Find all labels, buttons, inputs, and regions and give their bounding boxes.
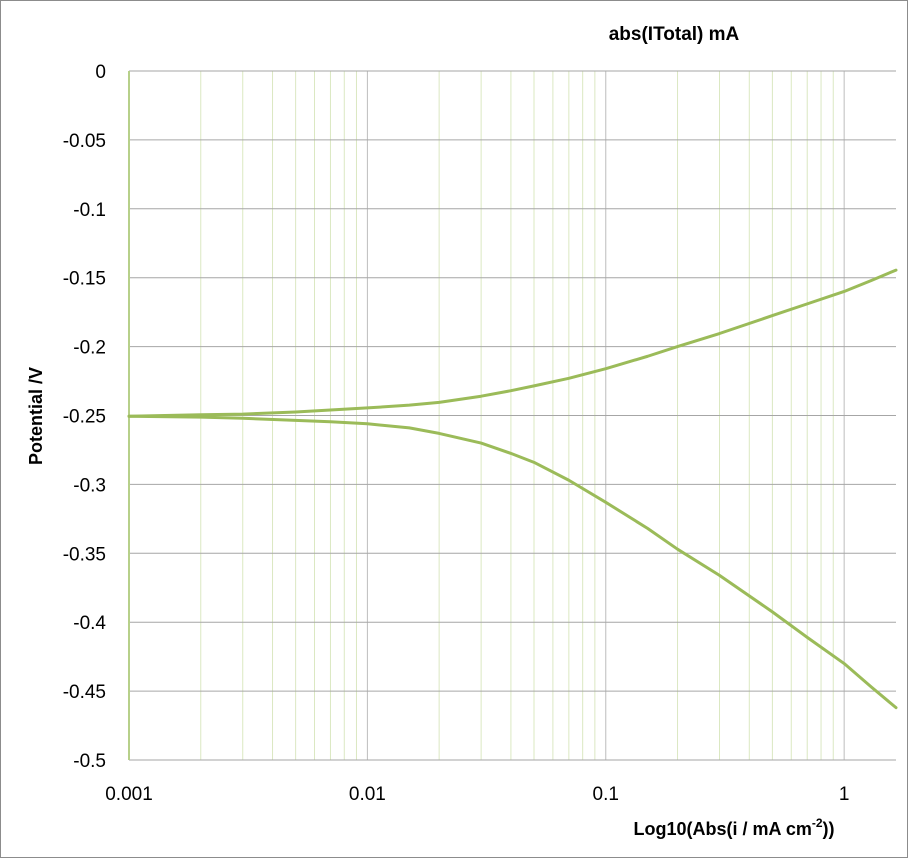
y-tick-label: -0.5: [73, 751, 106, 772]
x-tick-labels: 0.001 0.01 0.1 1: [105, 784, 849, 805]
y-tick-label: -0.1: [73, 200, 106, 221]
x-axis-title-superscript: -2: [812, 816, 823, 830]
series-layer: [127, 268, 898, 710]
chart-title: abs(ITotal) mA: [609, 24, 740, 45]
y-tick-label: -0.4: [73, 613, 106, 634]
y-tick-label: 0: [95, 62, 106, 83]
y-tick-label: -0.3: [73, 475, 106, 496]
x-tick-label: 0.1: [593, 784, 619, 805]
y-axis-title: Potential /V: [26, 367, 46, 465]
x-tick-label: 0.001: [105, 784, 153, 805]
x-axis-title-main: Log10(Abs(i / mA cm: [633, 819, 811, 839]
x-axis-title-tail: )): [823, 819, 835, 839]
y-tick-label: -0.15: [63, 269, 106, 290]
y-tick-labels: 0 -0.05 -0.1 -0.15 -0.2 -0.25 -0.3 -0.35 -0.4 -0.…: [63, 62, 107, 772]
x-tick-label: 0.01: [349, 784, 386, 805]
y-tick-label: -0.35: [63, 544, 106, 565]
series-line-2: [127, 414, 898, 710]
y-tick-label: -0.25: [63, 407, 106, 428]
y-tick-label: -0.45: [63, 682, 106, 703]
y-tick-label: -0.05: [63, 131, 106, 152]
series-line-1: [127, 268, 898, 418]
x-axis-title: Log10(Abs(i / mA cm-2)): [633, 816, 834, 839]
y-tick-label: -0.2: [73, 338, 106, 359]
x-tick-label: 1: [839, 784, 850, 805]
